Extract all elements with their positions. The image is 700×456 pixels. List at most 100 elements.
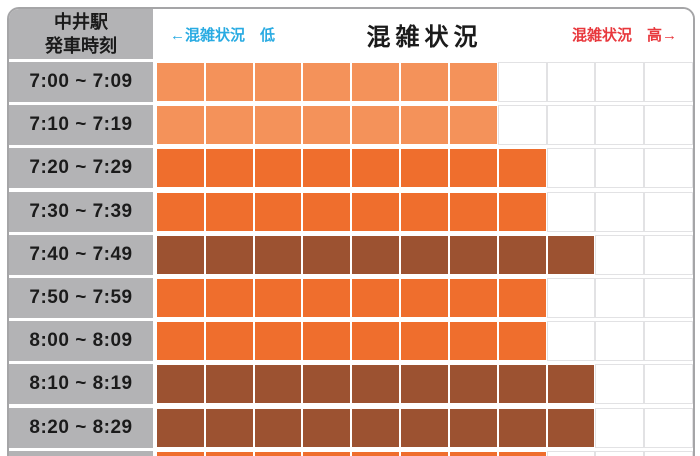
congestion-cell-filled (253, 321, 303, 362)
legend-high-label: 混雑状況 高→ (571, 26, 677, 44)
congestion-cell-filled (351, 148, 401, 189)
congestion-cell-filled (400, 450, 449, 456)
congestion-cell-filled (497, 234, 547, 275)
congestion-cell-filled (204, 450, 254, 456)
time-slot-label: 7:20 ~ 7:29 (9, 148, 153, 189)
congestion-cell-empty (644, 277, 693, 318)
congestion-cell-filled (253, 62, 303, 102)
congestion-cell-filled (302, 450, 352, 456)
congestion-cell-filled (448, 105, 498, 146)
congestion-cell-filled (546, 234, 596, 275)
time-slot-label: 8:10 ~ 8:19 (9, 364, 153, 405)
station-name: 中井駅 (54, 11, 108, 32)
congestion-cell-filled (302, 407, 352, 448)
congestion-cell-empty (595, 148, 645, 189)
congestion-cell-filled (351, 62, 401, 102)
congestion-cell-empty (644, 321, 693, 362)
header-row: 中井駅 発車時刻 ←混雑状況 低 混雑状況 混雑状況 高→ (9, 9, 693, 59)
station-header-cell: 中井駅 発車時刻 (9, 9, 153, 59)
congestion-cell-empty (595, 191, 645, 232)
congestion-cell-empty (644, 191, 693, 232)
congestion-cell-filled (156, 407, 205, 448)
time-row: 7:10 ~ 7:19 (9, 105, 693, 146)
congestion-cell-filled (448, 234, 498, 275)
time-slot-label: 7:50 ~ 7:59 (9, 277, 153, 318)
congestion-cell-filled (448, 191, 498, 232)
congestion-cell-filled (156, 450, 205, 456)
congestion-cell-filled (302, 105, 352, 146)
legend-area: ←混雑状況 低 混雑状況 混雑状況 高→ (156, 9, 693, 59)
congestion-cells (156, 191, 693, 232)
congestion-cells (156, 407, 693, 448)
time-row: 7:00 ~ 7:09 (9, 62, 693, 102)
congestion-cell-filled (204, 277, 254, 318)
congestion-cell-filled (497, 407, 547, 448)
congestion-cell-empty (644, 364, 693, 405)
congestion-cell-filled (400, 277, 449, 318)
congestion-cell-empty (546, 277, 596, 318)
congestion-cell-filled (448, 321, 498, 362)
congestion-cell-empty (595, 364, 645, 405)
congestion-cell-filled (156, 148, 205, 189)
congestion-cell-filled (302, 321, 352, 362)
congestion-cell-filled (156, 364, 205, 405)
congestion-cell-filled (302, 234, 352, 275)
table-frame: 中井駅 発車時刻 ←混雑状況 低 混雑状況 混雑状況 高→ 7:00 ~ 7:0… (7, 7, 695, 456)
congestion-cell-filled (302, 277, 352, 318)
congestion-cell-empty (497, 105, 547, 146)
congestion-cell-empty (595, 277, 645, 318)
congestion-cell-filled (156, 277, 205, 318)
congestion-cell-filled (156, 191, 205, 232)
congestion-cell-filled (546, 407, 596, 448)
congestion-cell-filled (253, 105, 303, 146)
time-slot-label: 7:00 ~ 7:09 (9, 62, 153, 102)
congestion-cell-filled (400, 62, 449, 102)
congestion-cell-filled (204, 364, 254, 405)
congestion-cell-empty (644, 450, 693, 456)
chart-title: 混雑状況 (366, 23, 483, 51)
congestion-cell-filled (302, 148, 352, 189)
congestion-cell-filled (351, 364, 401, 405)
congestion-cell-empty (595, 105, 645, 146)
congestion-cells (156, 62, 693, 102)
congestion-cell-empty (546, 105, 596, 146)
congestion-cell-empty (546, 450, 596, 456)
congestion-cell-filled (351, 191, 401, 232)
congestion-cell-filled (204, 191, 254, 232)
time-row: 8:10 ~ 8:19 (9, 364, 693, 405)
congestion-cell-filled (253, 148, 303, 189)
congestion-cell-filled (400, 148, 449, 189)
congestion-cell-filled (448, 364, 498, 405)
congestion-cell-filled (351, 105, 401, 146)
time-row: 7:30 ~ 7:39 (9, 191, 693, 232)
time-row: 7:20 ~ 7:29 (9, 148, 693, 189)
time-slot-label (9, 450, 153, 456)
congestion-cell-filled (204, 62, 254, 102)
congestion-cell-empty (644, 407, 693, 448)
time-row: 7:50 ~ 7:59 (9, 277, 693, 318)
congestion-cell-empty (546, 321, 596, 362)
congestion-cell-filled (400, 234, 449, 275)
congestion-cell-empty (644, 62, 693, 102)
congestion-cell-filled (400, 105, 449, 146)
congestion-cell-empty (546, 62, 596, 102)
congestion-cell-filled (448, 277, 498, 318)
congestion-cell-filled (351, 407, 401, 448)
congestion-cell-filled (302, 191, 352, 232)
congestion-cell-filled (448, 148, 498, 189)
congestion-cell-filled (253, 450, 303, 456)
rows: 7:00 ~ 7:09 7:10 ~ 7:19 7:20 ~ 7:29 7:30 ~ … (9, 62, 693, 456)
congestion-cell-filled (253, 234, 303, 275)
time-slot-label: 7:10 ~ 7:19 (9, 105, 153, 146)
congestion-cell-filled (497, 364, 547, 405)
congestion-cell-filled (204, 148, 254, 189)
congestion-cell-filled (400, 321, 449, 362)
congestion-cell-filled (253, 191, 303, 232)
congestion-cell-filled (302, 62, 352, 102)
congestion-cell-empty (595, 234, 645, 275)
congestion-cell-filled (448, 407, 498, 448)
congestion-cell-filled (253, 364, 303, 405)
congestion-cell-filled (351, 277, 401, 318)
congestion-cell-filled (448, 62, 498, 102)
